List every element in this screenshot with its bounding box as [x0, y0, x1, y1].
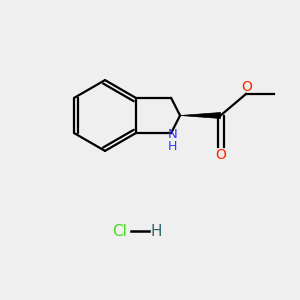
Text: H: H	[168, 140, 177, 153]
Text: Cl: Cl	[112, 224, 128, 238]
Text: O: O	[241, 80, 252, 94]
Polygon shape	[180, 112, 220, 118]
Text: H: H	[150, 224, 162, 238]
Text: O: O	[215, 148, 226, 162]
Text: N: N	[168, 128, 177, 141]
